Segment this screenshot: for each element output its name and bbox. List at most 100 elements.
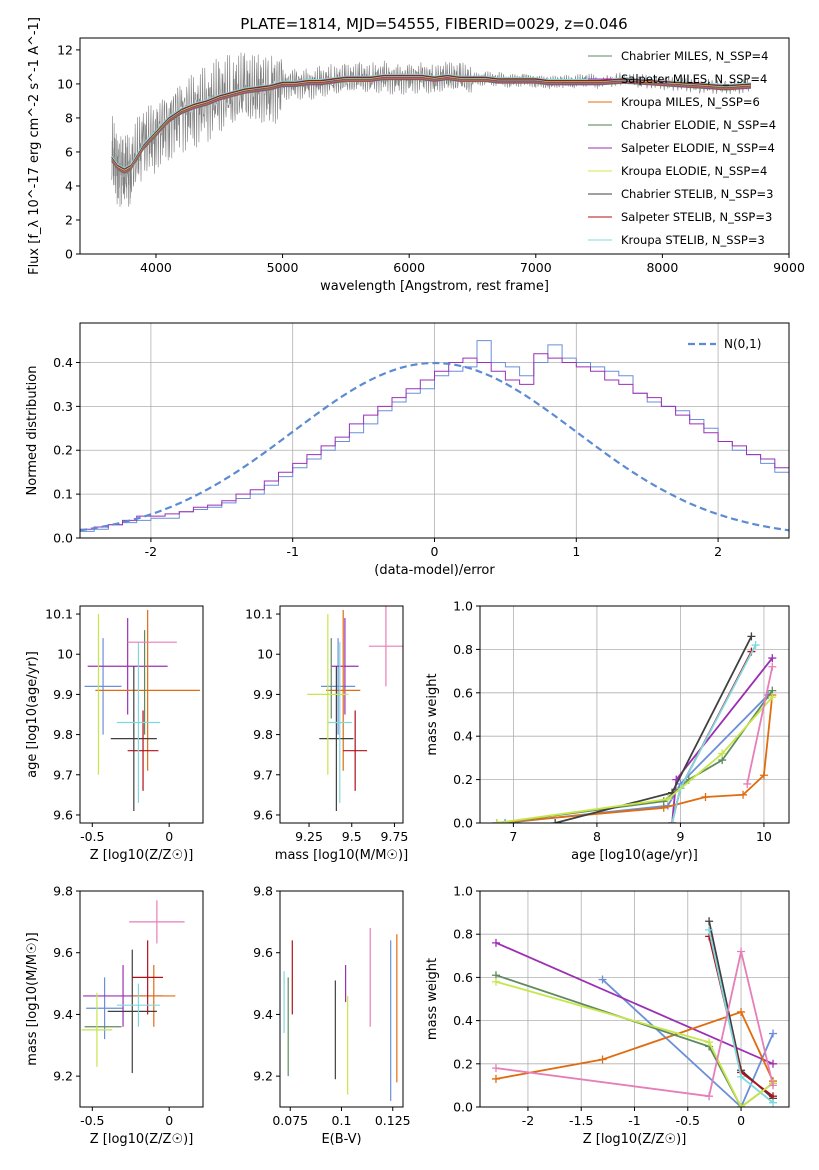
x-tick-label: 9000 [773, 260, 805, 275]
x-axis-label: Z [log10(Z/Z☉)] [90, 848, 194, 863]
x-tick-label: 9.5 [342, 829, 362, 844]
y-tick-label: 4 [65, 178, 73, 193]
x-tick-label: 2 [714, 544, 722, 559]
model-spectrum-line [111, 77, 752, 172]
plot-area [283, 928, 398, 1101]
y-tick-label: 10 [57, 647, 73, 662]
legend-label: Chabrier ELODIE, N_SSP=4 [621, 118, 776, 132]
model-spectrum-line [111, 75, 752, 171]
legend-label: N(0,1) [724, 337, 761, 351]
legend-label: Kroupa MILES, N_SSP=6 [621, 95, 760, 109]
mass-weight-point [501, 819, 510, 823]
mass-weight-point [768, 654, 777, 663]
mass-weight-point [737, 1072, 746, 1081]
mass-weight-line [495, 941, 774, 1065]
x-tick-label: 0 [165, 1113, 173, 1128]
x-tick-label: 6000 [393, 260, 425, 275]
y-axis-label: mass [log10(M/M☉)] [25, 932, 40, 1065]
mass-weight-point [701, 792, 710, 801]
histogram-step [80, 353, 789, 530]
subplot-mass-vs-ebv: 0.075 0.1 0.125 9.2 9.4 9.6 9.8 E(B-V) [253, 884, 411, 1148]
mass-weight-point [769, 1059, 778, 1068]
x-tick-label: -0.5 [676, 1113, 700, 1128]
x-tick-label: 10 [756, 829, 772, 844]
mass-weight-line [495, 1010, 774, 1082]
y-tick-label: 9.9 [253, 687, 273, 702]
x-tick-label: 5000 [267, 260, 299, 275]
mass-weight-point [718, 749, 727, 758]
y-tick-label: 6 [65, 144, 73, 159]
y-tick-label: 9.2 [253, 1069, 273, 1084]
y-tick-label: 9.7 [253, 767, 273, 782]
y-tick-label: 9.8 [53, 727, 73, 742]
x-tick-label: 1 [572, 544, 580, 559]
x-tick-label: 7 [509, 829, 517, 844]
figure-title: PLATE=1814, MJD=54555, FIBERID=0029, z=0… [240, 15, 627, 33]
mass-weight-point [705, 917, 714, 926]
y-tick-label: 10.1 [45, 607, 73, 622]
mass-weight-point [492, 819, 501, 823]
x-tick-label: -1 [628, 1113, 640, 1128]
x-axis-label: E(B-V) [321, 1132, 361, 1147]
mass-weight-point [491, 938, 500, 947]
y-tick-label: 9.4 [53, 1007, 73, 1022]
model-spectrum-line [111, 74, 752, 170]
x-tick-label: 0 [431, 544, 439, 559]
x-axis-label: age [log10(age/yr)] [571, 848, 698, 863]
mass-weight-point [491, 977, 500, 986]
y-tick-label: 0 [65, 247, 73, 262]
mass-weight-point [598, 1055, 607, 1064]
x-axis-label: wavelength [Angstrom, rest frame] [320, 279, 549, 294]
plot-area [492, 632, 777, 823]
y-tick-label: 9.2 [53, 1069, 73, 1084]
y-tick-label: 1.0 [453, 884, 473, 899]
x-tick-label: -1 [286, 544, 298, 559]
mass-weight-line [495, 951, 774, 1098]
mass-weight-point [769, 1098, 778, 1107]
model-spectrum-line [111, 73, 752, 169]
axes-frame [279, 890, 404, 1108]
axes-frame [79, 890, 204, 1108]
y-tick-label: 0.4 [453, 729, 473, 744]
mass-weight-point [663, 795, 672, 804]
x-tick-label: -2 [145, 544, 157, 559]
y-tick-label: 0.3 [53, 399, 73, 414]
mass-weight-point [705, 1038, 714, 1047]
y-tick-label: 0.2 [53, 443, 73, 458]
mass-weight-point [769, 1029, 778, 1038]
x-axis-label: Z [log10(Z/Z☉)] [583, 1132, 687, 1147]
mass-weight-point [739, 790, 748, 799]
y-tick-label: 12 [57, 42, 73, 57]
y-tick-label: 9.4 [253, 1007, 273, 1022]
y-tick-label: 0.4 [53, 355, 73, 370]
mass-weight-point [768, 662, 777, 671]
legend: Chabrier MILES, N_SSP=4 Salpeter MILES, N… [588, 49, 776, 247]
x-tick-label: 4000 [140, 260, 172, 275]
subplot-mass-weight-vs-z: -2 -1.5 -1 -0.5 0 0.0 0.2 0.4 0.6 0.8 1.0 Z [log10(… [425, 884, 790, 1147]
plot-area [307, 606, 403, 811]
subplot-mass-vs-z: -0.5 0 9.2 9.4 9.6 9.8 Z [log10(Z/Z☉)] mass [lo… [25, 884, 204, 1147]
y-tick-label: 0.8 [453, 927, 473, 942]
mass-weight-point [743, 779, 752, 788]
x-tick-label: 9.25 [295, 829, 323, 844]
x-tick-label: 0 [165, 829, 173, 844]
x-axis-label: Z [log10(Z/Z☉)] [90, 1132, 194, 1147]
legend-label: Salpeter STELIB, N_SSP=3 [621, 210, 772, 224]
y-tick-label: 2 [65, 212, 73, 227]
legend-label: Kroupa ELODIE, N_SSP=4 [621, 164, 767, 178]
y-tick-label: 9.8 [253, 727, 273, 742]
x-tick-label: 8 [593, 829, 601, 844]
mass-weight-point [491, 1064, 500, 1073]
subplot-residuals: -2 -1 0 1 2 0.0 0.1 0.2 0.3 0.4 (data-model)/error… [25, 322, 790, 578]
y-tick-label: 9.8 [253, 884, 273, 899]
mass-weight-point [759, 771, 768, 780]
y-tick-label: 10 [57, 76, 73, 91]
plot-area [84, 610, 200, 811]
mass-weight-point [737, 947, 746, 956]
x-tick-label: 9 [676, 829, 684, 844]
legend-label: Chabrier STELIB, N_SSP=3 [621, 187, 773, 201]
mass-weight-point [551, 819, 560, 823]
mass-weight-point [491, 1074, 500, 1083]
mass-weight-point [751, 641, 760, 650]
